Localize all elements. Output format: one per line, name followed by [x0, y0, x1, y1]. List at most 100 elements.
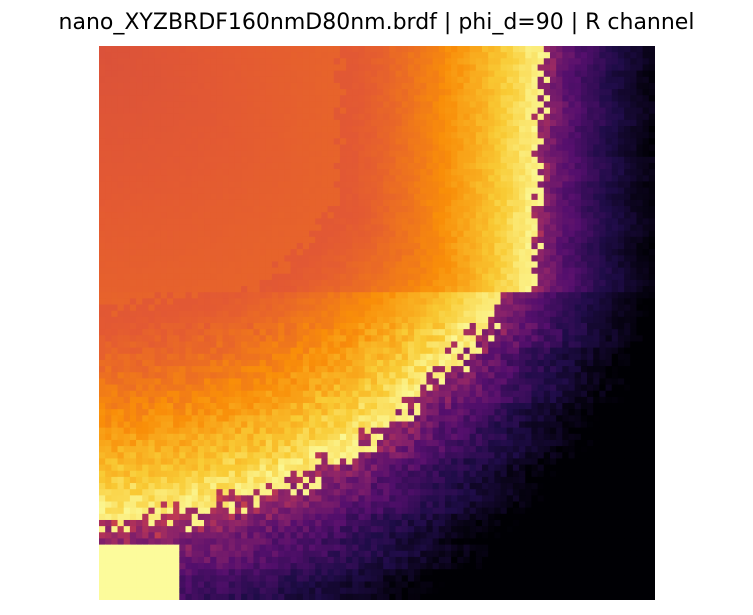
heatmap-cell [519, 113, 526, 121]
heatmap-cell [123, 132, 131, 139]
heatmap-cell [247, 101, 255, 109]
heatmap-cell [549, 249, 557, 256]
heatmap-cell [111, 52, 119, 59]
heatmap-cell [624, 224, 631, 232]
heatmap-cell [426, 249, 434, 256]
heatmap-cell [525, 236, 533, 244]
heatmap-cell [438, 181, 446, 189]
heatmap-cell [129, 144, 137, 152]
heatmap-cell [420, 273, 428, 281]
heatmap-cell [160, 242, 168, 250]
heatmap-cell [630, 64, 638, 72]
heatmap-cell [512, 64, 520, 72]
heatmap-cell [210, 310, 217, 318]
heatmap-cell [278, 113, 285, 121]
heatmap-cell [500, 101, 508, 109]
heatmap-cell [457, 150, 465, 158]
heatmap-cell [426, 267, 434, 275]
heatmap-cell [580, 353, 588, 361]
heatmap-cell [494, 138, 502, 146]
heatmap-cell [166, 82, 174, 90]
heatmap-cell [574, 310, 582, 318]
heatmap-cell [253, 359, 261, 367]
heatmap-cell [216, 378, 224, 386]
heatmap-cell [377, 384, 384, 392]
heatmap-cell [512, 126, 520, 133]
heatmap-cell [475, 64, 483, 72]
heatmap-cell [407, 132, 415, 139]
heatmap-cell [105, 156, 112, 164]
heatmap-cell [185, 58, 193, 66]
heatmap-cell [432, 76, 440, 84]
heatmap-cell [253, 249, 261, 256]
heatmap-cell [253, 304, 261, 312]
heatmap-cell [333, 267, 341, 275]
heatmap-cell [574, 298, 582, 306]
heatmap-cell [210, 273, 217, 281]
heatmap-cell [160, 175, 168, 183]
heatmap-cell [123, 169, 131, 176]
heatmap-cell [364, 292, 372, 299]
heatmap-cell [587, 187, 594, 195]
heatmap-cell [432, 347, 440, 355]
heatmap-cell [129, 347, 137, 355]
heatmap-cell [543, 132, 551, 139]
heatmap-cell [358, 230, 366, 238]
heatmap-cell [488, 279, 495, 287]
heatmap-cell [99, 95, 106, 102]
heatmap-cell [173, 378, 180, 386]
heatmap-cell [364, 206, 372, 213]
heatmap-cell [265, 224, 273, 232]
heatmap-cell [463, 218, 471, 226]
heatmap-cell [278, 193, 285, 201]
heatmap-cell [216, 162, 224, 170]
heatmap-cell [99, 107, 106, 115]
heatmap-cell [488, 218, 495, 226]
heatmap-cell [142, 181, 150, 189]
heatmap-cell [444, 359, 452, 367]
heatmap-cell [537, 310, 545, 318]
heatmap-cell [500, 304, 508, 312]
heatmap-cell [346, 255, 353, 263]
heatmap-cell [531, 310, 539, 318]
heatmap-cell [290, 366, 298, 373]
heatmap-cell [333, 212, 341, 219]
heatmap-cell [525, 82, 533, 90]
heatmap-cell [401, 316, 409, 324]
heatmap-cell [185, 249, 193, 256]
heatmap-cell [556, 162, 563, 170]
heatmap-cell [580, 224, 588, 232]
heatmap-cell [469, 316, 477, 324]
heatmap-cell [154, 310, 162, 318]
heatmap-cell [587, 353, 594, 361]
heatmap-cell [636, 341, 644, 349]
heatmap-cell [210, 169, 217, 176]
heatmap-cell [228, 193, 236, 201]
heatmap-cell [222, 279, 230, 287]
heatmap-cell [339, 366, 347, 373]
heatmap-cell [556, 347, 563, 355]
heatmap-cell [630, 310, 638, 318]
heatmap-cell [420, 206, 428, 213]
heatmap-cell [580, 212, 588, 219]
heatmap-cell [389, 58, 397, 66]
heatmap-cell [574, 181, 582, 189]
heatmap-cell [265, 384, 273, 392]
heatmap-cell [148, 347, 156, 355]
heatmap-cell [395, 273, 403, 281]
heatmap-cell [370, 261, 378, 269]
heatmap-cell [636, 347, 644, 355]
heatmap-cell [444, 52, 452, 59]
heatmap-cell [352, 279, 360, 287]
heatmap-cell [383, 372, 390, 379]
heatmap-cell [327, 236, 335, 244]
heatmap-cell [469, 304, 477, 312]
heatmap-cell [111, 126, 119, 133]
heatmap-cell [549, 329, 557, 336]
heatmap-cell [154, 347, 162, 355]
heatmap-cell [599, 316, 607, 324]
heatmap-cell [309, 286, 316, 293]
heatmap-cell [241, 113, 248, 121]
heatmap-cell [525, 89, 533, 96]
heatmap-cell [624, 70, 631, 78]
